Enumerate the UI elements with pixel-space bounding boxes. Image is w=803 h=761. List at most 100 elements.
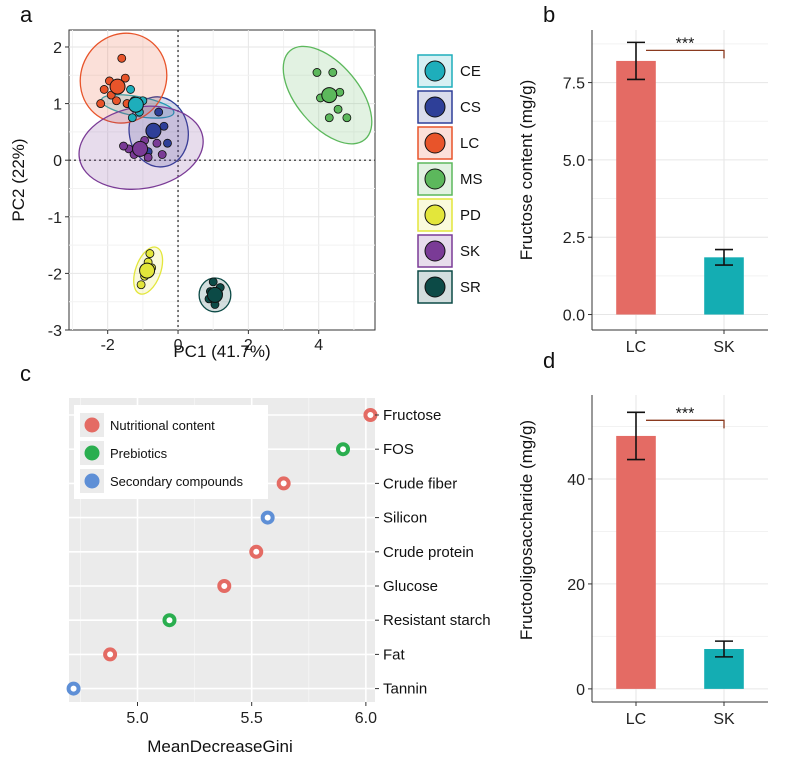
fructose-bar-chart: *** 0.0 2.5 5.0 7.5 LC SK Fructose content (m… [517, 30, 768, 356]
d-bar-lc [616, 435, 656, 689]
pca-y-tick-label: -3 [48, 323, 62, 340]
importance-x-tick-label: 6.0 [355, 710, 377, 727]
pca-point-ms [342, 113, 352, 123]
pca-y-tick-label: -2 [48, 266, 62, 283]
importance-feature-label: Crude fiber [383, 475, 457, 492]
importance-legend-dot [84, 445, 100, 461]
pca-point-lc [99, 85, 109, 94]
pca-legend-dot-cs [424, 96, 446, 118]
pca-x-tick-label: 0 [174, 337, 183, 354]
b-significance-label: *** [676, 35, 695, 52]
pca-point-lc [96, 99, 106, 108]
pca-point-sk [152, 138, 162, 148]
importance-x-axis-title: MeanDecreaseGini [147, 737, 293, 756]
pca-point-ms [333, 104, 343, 114]
pca-legend-label-sk: SK [460, 243, 480, 260]
importance-feature-label: Resistant starch [383, 612, 491, 629]
pca-legend-key-sr [417, 270, 453, 304]
b-x-tick-label-lc: LC [626, 339, 646, 356]
pca-legend-label-pd: PD [460, 207, 481, 224]
pca-point-lc [112, 96, 121, 106]
d-y-tick-label: 40 [567, 472, 585, 489]
importance-feature-label: Silicon [383, 510, 427, 527]
importance-point-fructose [363, 408, 378, 422]
pca-centroid-lc [109, 78, 126, 95]
d-x-tick-label-lc: LC [626, 711, 646, 728]
pca-point-ce [127, 113, 137, 123]
pca-point-ce [126, 85, 135, 94]
pca-legend-dot-ce [424, 60, 446, 82]
pca-centroid-ms [321, 87, 338, 104]
pca-point-sk [157, 150, 167, 159]
pca-legend-dot-pd [424, 204, 446, 226]
pca-legend-label-cs: CS [460, 99, 481, 116]
importance-legend-label: Secondary compounds [110, 474, 243, 489]
pca-point-lc [117, 53, 127, 63]
pca-point-pd [145, 249, 155, 258]
b-bar-sk [704, 257, 744, 315]
importance-point-crude-fiber [276, 476, 291, 491]
importance-legend-dot [84, 473, 100, 489]
pca-x-tick-label: -2 [101, 337, 115, 354]
importance-x-tick-label: 5.0 [126, 710, 148, 727]
panel-label-c: c [20, 361, 31, 386]
pca-plot: -2 0 2 4 -3 -2 -1 0 1 2 PC1 (41.7%) PC2 (22%) CE C… [9, 29, 483, 361]
pca-x-tick-label: 2 [244, 337, 253, 354]
pca-legend-label-lc: LC [460, 135, 479, 152]
pca-point-sk [143, 152, 153, 162]
importance-point-crude-protein [249, 544, 264, 559]
pca-point-pd [136, 280, 146, 290]
pca-centroid-cs [145, 122, 162, 139]
panel-label-a: a [20, 2, 33, 27]
d-significance-label: *** [676, 405, 695, 422]
importance-x-tick-label: 5.5 [241, 710, 263, 727]
pca-point-sk [119, 141, 128, 151]
pca-point-cs [163, 138, 172, 148]
fructose-y-axis-title: Fructose content (mg/g) [517, 80, 536, 260]
b-y-tick-label: 5.0 [563, 153, 585, 170]
pca-y-tick-label: 1 [53, 97, 62, 114]
pca-point-sr [208, 277, 218, 287]
d-x-tick-label-sk: SK [713, 711, 735, 728]
importance-point-fat [103, 647, 118, 662]
pca-point-ms [328, 68, 338, 77]
fos-bar-chart: *** 0 20 40 LC SK Fructooligosaccharide (mg/… [517, 395, 768, 728]
importance-point-glucose [217, 579, 232, 593]
fos-y-axis-title: Fructooligosaccharide (mg/g) [517, 420, 536, 640]
pca-legend-dot-lc [424, 132, 446, 154]
b-x-tick-label-sk: SK [713, 339, 735, 356]
importance-feature-label: Tannin [383, 681, 427, 698]
b-y-tick-label: 2.5 [563, 230, 585, 247]
pca-y-axis-title: PC2 (22%) [9, 138, 28, 221]
pca-legend-label-ce: CE [460, 63, 481, 80]
pca-point-ms [312, 68, 322, 77]
importance-feature-label: Fat [383, 646, 406, 663]
importance-feature-label: Glucose [383, 578, 438, 595]
importance-point-resistant-starch [162, 613, 177, 628]
pca-centroid-pd [139, 262, 156, 279]
panel-label-d: d [543, 348, 555, 373]
b-y-tick-label: 0.0 [563, 308, 585, 325]
importance-legend-box [74, 405, 268, 499]
importance-point-fos [336, 442, 351, 457]
importance-feature-label: Fructose [383, 407, 441, 424]
pca-point-cs [154, 107, 164, 117]
importance-feature-label: Crude protein [383, 544, 474, 561]
pca-x-tick-label: 4 [314, 337, 323, 354]
importance-feature-label: FOS [383, 441, 414, 458]
panel-label-b: b [543, 2, 555, 27]
b-significance-bracket [646, 49, 725, 59]
pca-legend-label-sr: SR [460, 279, 481, 296]
d-significance-bracket [646, 419, 725, 429]
d-y-tick-label: 0 [576, 682, 585, 699]
pca-point-lc [120, 73, 130, 83]
pca-y-tick-label: -1 [48, 210, 62, 227]
pca-legend-dot-sr [424, 276, 446, 298]
pca-legend-key-ce [417, 54, 453, 88]
importance-legend-dot [84, 417, 100, 433]
pca-legend-dot-ms [424, 168, 446, 190]
b-y-tick-label: 7.5 [563, 76, 585, 93]
importance-dot-plot: Nutritional content Prebiotics Secondary c… [66, 398, 491, 756]
pca-centroid-ce [127, 96, 144, 113]
